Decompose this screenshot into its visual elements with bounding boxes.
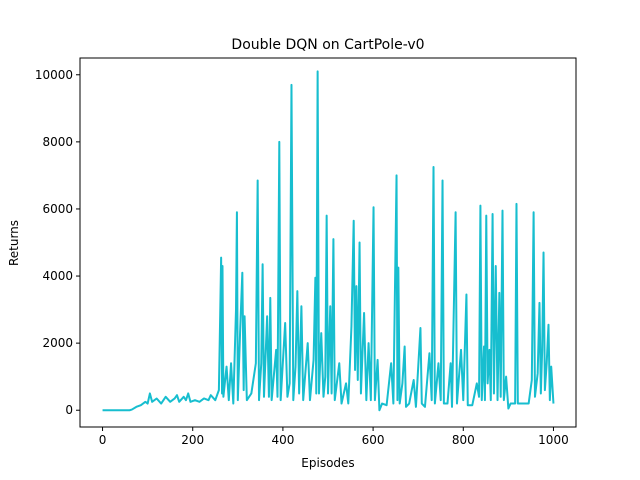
x-tick-label: 400 [271, 433, 294, 447]
x-tick-label: 600 [362, 433, 385, 447]
y-tick-label: 0 [65, 403, 73, 417]
x-tick-label: 0 [99, 433, 107, 447]
chart-title: Double DQN on CartPole-v0 [231, 37, 424, 53]
plot-frame [79, 57, 577, 428]
x-tick-label: 200 [181, 433, 204, 447]
y-tick-label: 6000 [42, 202, 73, 216]
y-tick-label: 8000 [42, 135, 73, 149]
y-tick-label: 4000 [42, 269, 73, 283]
x-axis-label: Episodes [301, 456, 354, 470]
data-line [102, 70, 555, 412]
x-tick-label: 800 [452, 433, 475, 447]
y-tick-label: 2000 [42, 336, 73, 350]
y-axis-label: Returns [7, 220, 21, 266]
x-tick-label: 1000 [538, 433, 569, 447]
y-tick-label: 10000 [35, 68, 73, 82]
